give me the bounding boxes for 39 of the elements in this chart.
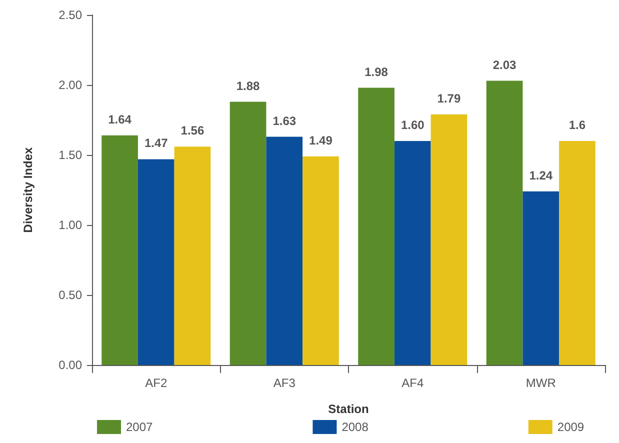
bar [522,191,560,365]
data-label: 1.64 [108,112,132,126]
legend-label: 2007 [126,420,154,434]
x-axis-title: Station [328,402,369,416]
x-tick-label: MWR [526,376,556,390]
data-label: 1.98 [364,64,388,79]
data-label: 1.49 [309,133,333,148]
y-tick-label: 0.00 [58,358,82,372]
bar [230,102,266,365]
data-label: 1.60 [400,118,425,132]
bar [486,80,523,365]
bar [559,141,596,365]
legend-label: 2009 [557,420,584,434]
data-label: 1.6 [568,118,586,132]
bar [138,159,174,365]
bar [302,156,339,365]
y-tick-label: 1.00 [58,218,82,232]
bar [102,135,138,365]
y-axis-title: Diversity Index [21,146,35,233]
bar [358,88,394,365]
y-tick-label: 2.50 [58,8,82,22]
x-tick-label: AF4 [402,376,424,390]
data-label: 1.88 [236,78,260,93]
bar [266,136,303,365]
x-tick-label: AF2 [145,376,168,390]
data-label: 1.63 [272,114,296,128]
data-label: 2.03 [492,58,517,72]
data-label: 1.79 [437,91,461,106]
x-tick-label: AF3 [273,376,296,390]
data-label: 1.24 [529,168,553,182]
legend-label: 2008 [342,420,369,434]
y-tick-label: 2.00 [58,78,82,92]
y-tick-label: 0.50 [58,288,82,302]
data-label: 1.56 [180,124,204,138]
data-label: 1.47 [144,136,168,150]
y-tick-label: 1.50 [58,148,82,162]
bar [394,141,431,365]
bar [174,146,211,365]
bar [430,114,468,365]
